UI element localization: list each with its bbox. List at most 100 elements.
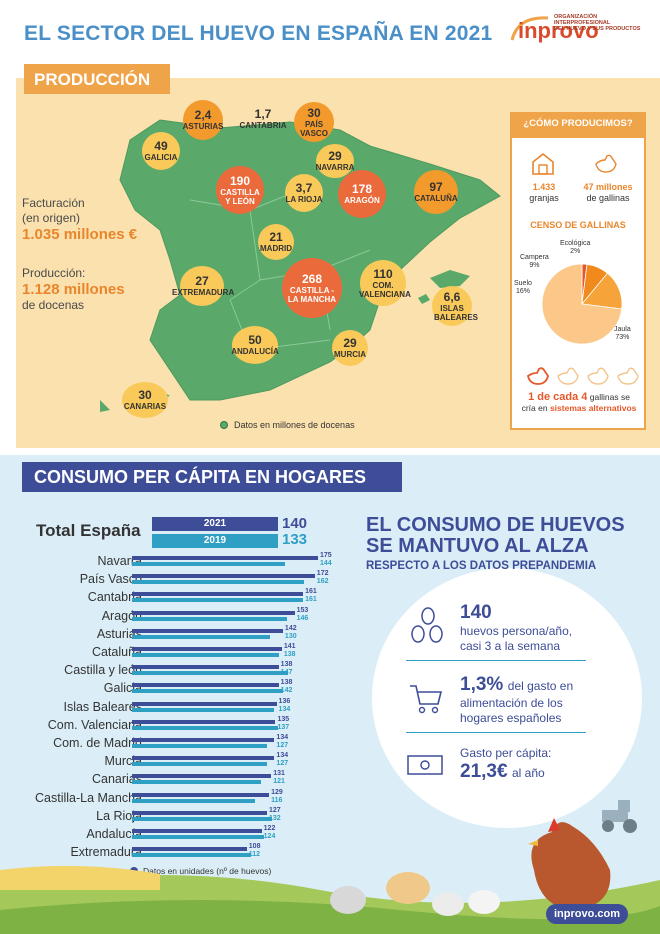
gallinas-block: 47 millones de gallinas: [572, 182, 644, 204]
la-rioja-value: 3,7: [295, 181, 313, 195]
bar-value-2019: 116: [271, 796, 283, 804]
galicia-value: 49: [154, 139, 168, 153]
bar-2019: [132, 816, 273, 821]
bubble-asturias: 2,4 ASTURIAS: [183, 100, 223, 140]
islas-baleares-value: 6,6: [443, 289, 461, 304]
bar-value-2021: 127: [268, 806, 281, 814]
bar-label: Islas Baleares: [63, 699, 142, 714]
production-banner-text: PRODUCCIÓN: [34, 70, 151, 89]
consumption-subheadline: RESPECTO A LOS DATOS PREPANDEMIA: [366, 560, 597, 572]
bar-2021: [132, 628, 283, 633]
fact-3: Gasto per cápita: 21,3€ al año: [460, 746, 551, 783]
headline-line-1: EL CONSUMO DE HUEVOS: [366, 514, 625, 536]
bar-value-2021: 134: [276, 752, 289, 760]
bar-2021: [132, 829, 262, 833]
ecologica-value: 2%: [570, 248, 581, 255]
production-legend: Datos en millones de docenas: [220, 420, 355, 430]
eggs-icon: [411, 607, 443, 643]
bar-value-2019: 112: [248, 851, 261, 859]
total-2021-value: 140: [282, 515, 308, 532]
bar-2019: [132, 725, 278, 730]
castilla-y-leon-value: 190: [229, 173, 251, 188]
bar-2019: [132, 689, 283, 694]
galicia-label: GALICIA: [144, 153, 178, 162]
bubble-madrid: 21 MADRID: [258, 224, 294, 260]
murcia-label: MURCIA: [334, 350, 366, 359]
bar-label: La Rioja: [96, 808, 142, 823]
logo-org-line-1: ORGANIZACIÓN INTERPROFESIONAL: [554, 14, 611, 26]
bar-2019: [132, 634, 271, 639]
bar-value-2019: 161: [305, 596, 317, 604]
islas-baleares-label: ISLAS BALEARES: [434, 303, 479, 322]
fact3-rest: al año: [512, 766, 545, 780]
site-link[interactable]: inprovo.com: [546, 904, 628, 924]
bar-label: Extremadura: [70, 845, 142, 860]
bar-value-2021: 131: [273, 770, 285, 778]
hen-outline-icon: [587, 367, 609, 385]
cantabria-label: CANTABRIA: [239, 121, 287, 130]
bubble-islas-baleares: 6,6 ISLAS BALEARES: [432, 286, 479, 326]
extremadura-value: 27: [195, 274, 209, 288]
bar-value-2021: 138: [280, 661, 293, 669]
bar-2021: [132, 574, 315, 579]
campera-value: 9%: [529, 262, 540, 269]
asturias-label: ASTURIAS: [182, 122, 224, 131]
logo-org: ORGANIZACIÓN INTERPROFESIONAL DEL HUEVO …: [554, 14, 654, 32]
cantabria-value: 1,7: [254, 107, 272, 121]
logo-word: inprovo: [518, 18, 599, 43]
bar-value-2019: 124: [263, 833, 276, 840]
navarra-value: 29: [328, 149, 342, 163]
production-legend-text: Datos en millones de docenas: [234, 420, 355, 430]
total-2021-bar: 2021: [152, 517, 278, 531]
la-rioja-label: LA RIOJA: [285, 195, 323, 204]
legend-dot-icon: [220, 421, 228, 429]
pais-vasco-value: 30: [307, 105, 321, 120]
consumption-banner: [22, 462, 402, 492]
bar-value-2019: 162: [316, 578, 329, 586]
bar-2019: [132, 744, 267, 748]
bar-label: Aragón: [101, 608, 142, 623]
consumption-headline: EL CONSUMO DE HUEVOS SE MANTUVO AL ALZA: [366, 515, 636, 557]
castilla-la-mancha-label: CASTILLA - LA MANCHA: [287, 285, 337, 304]
bar-value-2019: 142: [280, 687, 293, 695]
bar-2019: [132, 616, 288, 621]
jaula-name: Jaula: [614, 326, 631, 333]
bar-value-2021: 153: [296, 606, 309, 614]
bar-value-2019: 130: [284, 632, 297, 640]
asturias-value: 2,4: [194, 108, 212, 122]
bar-label: Andalucía: [86, 827, 142, 841]
cataluna-value: 97: [429, 180, 443, 194]
bar-label: Murcia: [104, 754, 142, 769]
bubble-castilla-y-leon: 190 CASTILLA Y LEÓN: [216, 166, 264, 214]
bubble-canarias: 30 CANARIAS: [122, 382, 168, 418]
hen-illustration: [528, 818, 611, 910]
bar-2021: [132, 610, 295, 615]
pie-label-campera: Campera 9%: [520, 254, 549, 270]
bar-value-2021: 138: [280, 679, 293, 687]
facturacion-block: Facturación (en origen) 1.035 millones €: [22, 196, 137, 243]
cataluna-label: CATALUÑA: [414, 194, 458, 203]
farm-icon: [532, 152, 554, 175]
field-illustration: [0, 865, 660, 934]
granjas-value: 1.433: [532, 182, 556, 192]
fact3-value: 21,3€: [460, 761, 508, 782]
bar-value-2021: 142: [284, 624, 297, 632]
castilla-y-leon-label: CASTILLA Y LEÓN: [220, 187, 260, 206]
facturacion-label-1: Facturación: [22, 196, 85, 210]
bar-value-2019: 147: [280, 669, 293, 677]
bar-value-2021: 108: [248, 843, 261, 851]
bubble-cataluna: 97 CATALUÑA: [414, 170, 458, 214]
bar-value-2021: 129: [271, 788, 283, 796]
tractor-icon: [602, 800, 637, 833]
small-hens-illustration: [330, 872, 500, 916]
bar-value-2021: 141: [283, 643, 296, 650]
bar-2019: [132, 762, 267, 767]
production-banner: [24, 64, 170, 94]
gallinas-label: de gallinas: [586, 193, 630, 203]
suelo-value: 16%: [515, 288, 530, 295]
madrid-value: 21: [269, 230, 283, 244]
produccion-block: Producción: 1.128 millones de docenas: [22, 266, 125, 313]
how-card-header: [510, 112, 646, 138]
bar-2019: [132, 780, 261, 785]
bar-label: Cantabria: [87, 590, 142, 605]
